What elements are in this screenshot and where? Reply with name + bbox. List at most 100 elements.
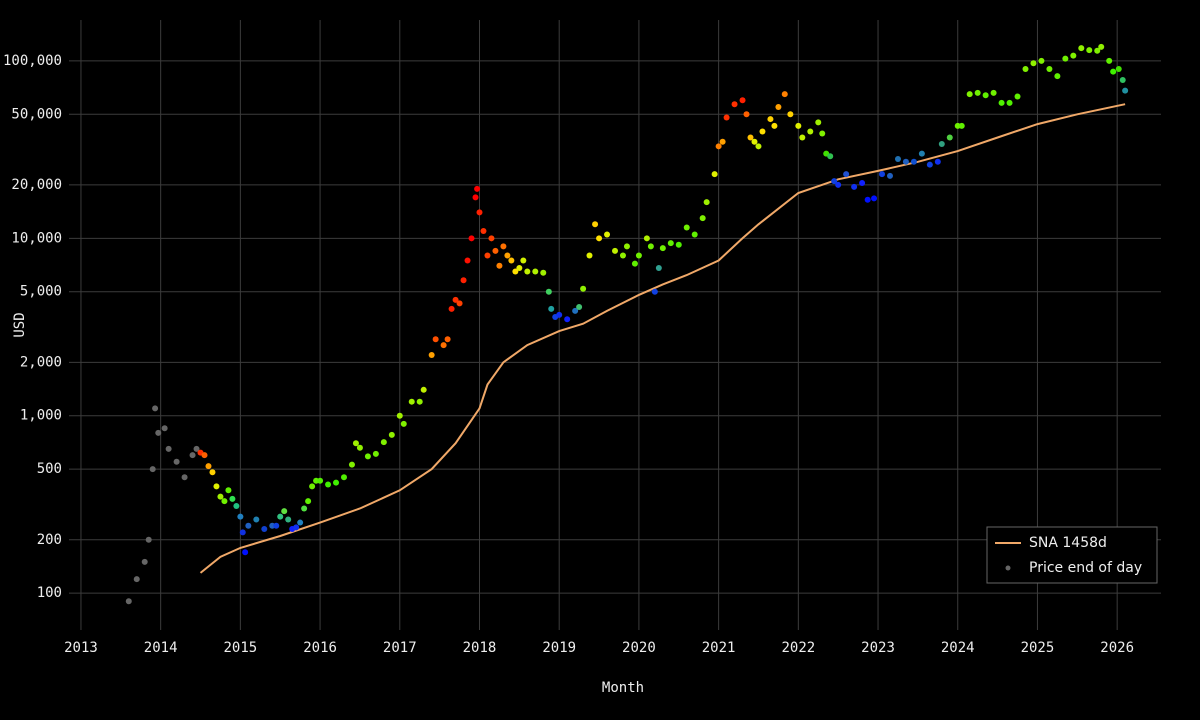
price-point: [133, 576, 140, 583]
price-point: [946, 134, 953, 141]
price-point: [476, 209, 483, 216]
price-point: [309, 483, 316, 490]
price-point: [623, 243, 630, 250]
x-tick-label: 2017: [383, 640, 417, 656]
price-point: [655, 265, 662, 272]
price-point: [161, 425, 168, 432]
price-point: [325, 481, 332, 488]
price-point: [731, 101, 738, 108]
price-point: [400, 420, 407, 427]
price-point: [432, 336, 439, 343]
price-point: [356, 444, 363, 451]
price-point: [532, 268, 539, 275]
legend-swatch: [1005, 565, 1011, 571]
y-tick-label: 200: [37, 532, 62, 548]
price-point: [492, 247, 499, 254]
price-point: [739, 97, 746, 104]
price-point: [452, 296, 459, 303]
price-point: [152, 405, 159, 412]
price-point: [723, 114, 730, 121]
price-point: [416, 398, 423, 405]
price-point: [1014, 93, 1021, 100]
price-point: [293, 524, 300, 531]
price-point: [181, 474, 188, 481]
price-point: [572, 307, 579, 314]
price-point: [245, 522, 252, 529]
price-point: [474, 185, 481, 192]
x-tick-label: 2016: [303, 640, 337, 656]
price-point: [201, 452, 208, 459]
price-point: [149, 466, 156, 473]
price-point: [480, 227, 487, 234]
price-point: [420, 386, 427, 393]
price-point: [691, 231, 698, 238]
x-tick-label: 2013: [64, 640, 98, 656]
price-point: [998, 99, 1005, 106]
price-point: [651, 288, 658, 295]
price-point: [1115, 66, 1122, 73]
price-point: [229, 495, 236, 502]
price-point: [647, 243, 654, 250]
price-point: [612, 247, 618, 254]
price-point: [787, 111, 794, 118]
price-point: [1030, 60, 1037, 67]
price-point: [301, 505, 308, 512]
price-point: [340, 474, 347, 481]
price-point: [484, 252, 491, 259]
price-point: [576, 304, 583, 311]
price-point: [488, 235, 495, 242]
price-point: [719, 138, 726, 145]
price-point: [209, 469, 216, 476]
price-point: [253, 516, 260, 523]
price-point: [225, 487, 232, 494]
y-tick-label: 500: [37, 461, 62, 477]
price-point: [871, 195, 878, 202]
price-point: [592, 221, 599, 228]
price-point: [902, 158, 909, 165]
price-point: [388, 431, 395, 438]
price-point: [815, 119, 822, 126]
price-point: [631, 260, 638, 267]
price-point: [281, 508, 288, 515]
x-tick-label: 2025: [1021, 640, 1055, 656]
price-point: [317, 477, 324, 484]
price-point: [520, 257, 527, 264]
price-point: [775, 103, 782, 110]
price-point: [500, 243, 507, 250]
price-point: [580, 285, 587, 292]
price-point: [372, 450, 379, 457]
price-point: [859, 180, 866, 187]
price-point: [239, 529, 246, 536]
price-point: [508, 257, 515, 264]
price-point: [781, 91, 788, 98]
price-point: [958, 122, 965, 129]
price-point: [827, 153, 834, 160]
price-point: [683, 224, 690, 231]
price-point: [348, 461, 355, 468]
price-point: [918, 150, 925, 157]
price-point: [380, 439, 387, 446]
price-point: [548, 305, 555, 312]
price-point: [926, 161, 933, 168]
price-point: [807, 128, 814, 135]
price-point: [934, 158, 941, 165]
price-point: [938, 141, 945, 148]
legend-label: Price end of day: [1029, 560, 1142, 576]
price-point: [464, 257, 471, 264]
price-point: [886, 172, 893, 179]
price-point: [747, 134, 754, 141]
price-point: [1070, 52, 1077, 59]
price-point: [173, 458, 180, 465]
price-point: [1086, 47, 1093, 54]
legend-label: SNA 1458d: [1029, 535, 1107, 551]
x-tick-label: 2015: [224, 640, 258, 656]
price-point: [468, 235, 475, 242]
price-point: [193, 445, 200, 452]
x-tick-label: 2023: [861, 640, 895, 656]
price-point: [155, 429, 162, 436]
price-point: [835, 181, 842, 188]
price-point: [242, 549, 249, 556]
y-tick-label: 10,000: [11, 230, 62, 246]
price-point: [516, 265, 523, 272]
price-point: [659, 245, 666, 252]
